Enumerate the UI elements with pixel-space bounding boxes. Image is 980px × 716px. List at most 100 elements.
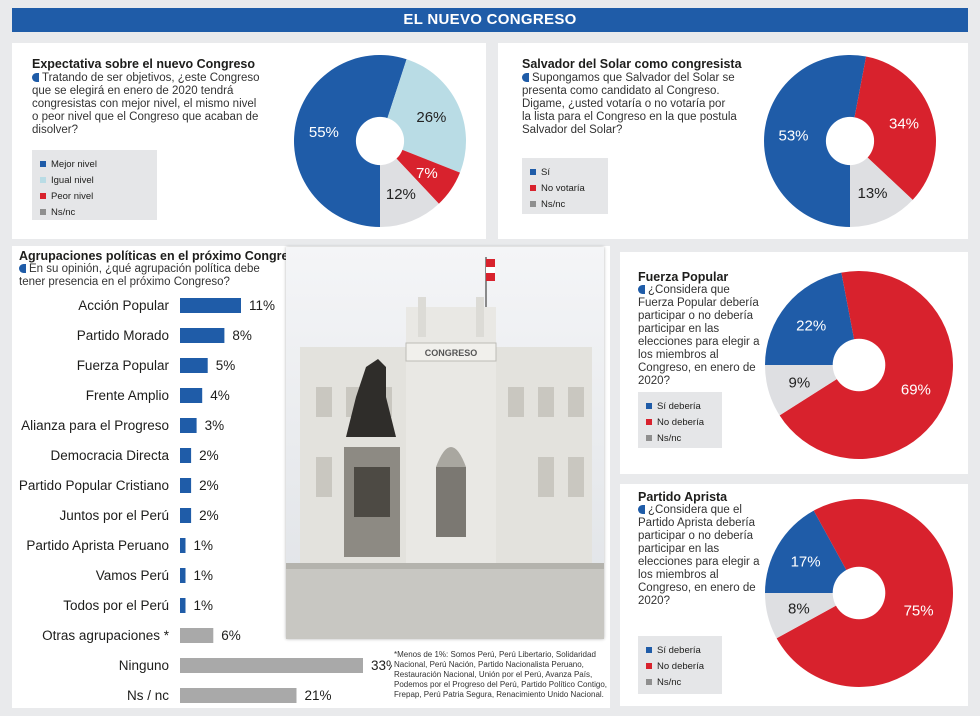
- legend-item: Ns/nc: [646, 430, 714, 446]
- question-text: Tratando de ser objetivos, ¿este Congres…: [32, 72, 260, 136]
- pie-slice: [765, 510, 859, 593]
- panel-title: Partido Aprista: [638, 490, 728, 504]
- pie-slice-label: 13%: [857, 185, 887, 202]
- bar-category-label: Ninguno: [119, 658, 169, 673]
- bar-category-label: Ns / nc: [127, 688, 169, 703]
- bar-category-label: Otras agrupaciones *: [42, 628, 170, 643]
- bar: [180, 598, 186, 613]
- bar-category-label: Partido Morado: [77, 328, 169, 343]
- panel-partido-aprista: Partido Aprista ¿Considera que el Partid…: [620, 484, 968, 706]
- legend-label: No debería: [657, 416, 705, 428]
- bar-value-label: 21%: [305, 688, 332, 703]
- bar: [180, 478, 192, 493]
- bar-value-label: 33%: [371, 658, 392, 673]
- bar-category-label: Todos por el Perú: [63, 598, 169, 613]
- pie-slice-label: 69%: [901, 382, 931, 399]
- footnote: *Menos de 1%: Somos Perú, Perú Libertari…: [394, 650, 608, 699]
- bar-value-label: 3%: [205, 418, 225, 433]
- legend-swatch: [530, 185, 536, 191]
- pie-slice: [380, 141, 439, 227]
- legend-label: Ns/nc: [657, 432, 682, 444]
- pie-slice-label: 9%: [789, 374, 811, 391]
- pie-slice: [764, 55, 867, 228]
- legend-swatch: [646, 663, 652, 669]
- pie-slice: [850, 56, 936, 200]
- bar: [180, 688, 297, 703]
- bar: [180, 508, 192, 523]
- bar-value-label: 4%: [210, 388, 230, 403]
- pie-center-hole: [832, 566, 886, 620]
- bar: [180, 628, 214, 643]
- panel-question: ¿Considera que Fuerza Popular debería pa…: [638, 284, 768, 388]
- legend-swatch: [530, 169, 536, 175]
- bar-category-label: Partido Aprista Peruano: [26, 538, 169, 553]
- bar-value-label: 2%: [199, 478, 219, 493]
- legend-item: No debería: [646, 658, 714, 674]
- legend-item: Mejor nivel: [40, 156, 149, 172]
- bar-value-label: 11%: [249, 298, 275, 313]
- bar-category-label: Acción Popular: [78, 298, 169, 313]
- legend: Sí No votaría Ns/nc: [522, 158, 608, 214]
- pie-slice-label: 7%: [416, 165, 438, 182]
- bar-chart-agrupaciones: Acción Popular 11% Partido Morado 8% Fuerza …: [19, 298, 392, 703]
- legend-item: No debería: [646, 414, 714, 430]
- legend-item: Ns/nc: [530, 196, 600, 212]
- legend-item: Sí debería: [646, 642, 714, 658]
- legend-label: Igual nivel: [51, 174, 94, 186]
- legend-item: Sí debería: [646, 398, 714, 414]
- legend-swatch: [646, 435, 652, 441]
- legend-label: Mejor nivel: [51, 158, 97, 170]
- bar: [180, 658, 363, 673]
- legend-label: Sí debería: [657, 400, 701, 412]
- panel-title: Expectativa sobre el nuevo Congreso: [32, 57, 255, 71]
- bar-value-label: 5%: [216, 358, 236, 373]
- pie-slice-label: 34%: [889, 116, 919, 133]
- question-text: ¿Considera que Fuerza Popular debería pa…: [638, 284, 760, 387]
- bar-value-label: 8%: [232, 328, 252, 343]
- bar-value-label: 6%: [221, 628, 241, 643]
- pie-slice-label: 26%: [416, 109, 446, 126]
- bar: [180, 388, 203, 403]
- legend-label: Sí debería: [657, 644, 701, 656]
- panel-question: Supongamos que Salvador del Solar se pre…: [522, 72, 737, 137]
- question-icon: [522, 73, 529, 82]
- legend-item: Igual nivel: [40, 172, 149, 188]
- legend-label: Peor nivel: [51, 190, 94, 202]
- congress-photo: CONGRESO: [286, 247, 604, 639]
- bar-value-label: 2%: [199, 508, 219, 523]
- legend-swatch: [646, 679, 652, 685]
- bar: [180, 358, 208, 373]
- bar-value-label: 1%: [194, 538, 214, 553]
- pie-slice: [850, 141, 913, 227]
- pie-slice-label: 75%: [904, 602, 934, 619]
- bar: [180, 328, 225, 343]
- bar-category-label: Democracia Directa: [50, 448, 169, 463]
- question-icon: [19, 264, 26, 273]
- bar-category-label: Alianza para el Progreso: [21, 418, 169, 433]
- bar: [180, 418, 197, 433]
- legend-swatch: [530, 201, 536, 207]
- panel-expectativa: Expectativa sobre el nuevo Congreso Trat…: [12, 43, 486, 239]
- panel-title: Fuerza Popular: [638, 270, 729, 284]
- pie-chart-salvador: 53% 34% 13%: [764, 55, 936, 228]
- pie-slice: [380, 141, 460, 204]
- legend-swatch: [646, 403, 652, 409]
- bar: [180, 568, 186, 583]
- panel-fuerza-popular: Fuerza Popular ¿Considera que Fuerza Pop…: [620, 252, 968, 474]
- question-icon: [638, 505, 645, 514]
- panel-title: Agrupaciones políticas en el próximo Con…: [19, 249, 304, 263]
- bar-category-label: Juntos por el Perú: [59, 508, 169, 523]
- pie-slice-label: 53%: [778, 128, 808, 145]
- pie-center-hole: [355, 116, 405, 166]
- legend-swatch: [40, 161, 46, 167]
- pie-chart-partido-aprista: 17% 75% 8%: [765, 499, 954, 688]
- legend-label: No votaría: [541, 182, 585, 194]
- legend-swatch: [646, 419, 652, 425]
- bar: [180, 448, 192, 463]
- question-icon: [32, 73, 39, 82]
- legend-item: No votaría: [530, 180, 600, 196]
- pie-slice-label: 12%: [386, 186, 416, 203]
- bar-category-label: Vamos Perú: [96, 568, 169, 583]
- legend: Mejor nivel Igual nivel Peor nivel Ns/nc: [32, 150, 157, 220]
- pie-slice-label: 22%: [796, 318, 826, 335]
